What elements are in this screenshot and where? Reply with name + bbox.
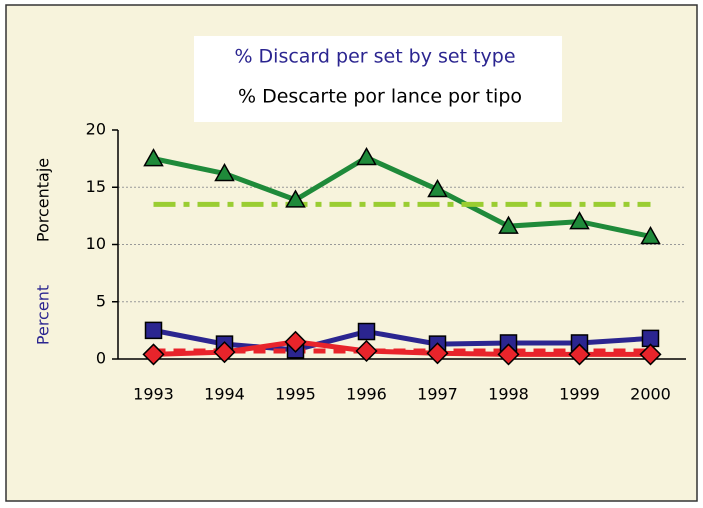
marker <box>569 211 590 230</box>
marker <box>357 322 376 341</box>
marker <box>497 343 520 366</box>
x-tick-label: 1994 <box>204 385 245 404</box>
marker <box>427 179 448 198</box>
y-tick-label: 15 <box>86 177 106 196</box>
marker <box>285 189 306 208</box>
marker <box>355 339 378 363</box>
marker <box>568 343 591 366</box>
marker <box>356 146 377 166</box>
y-axis-label: Percent <box>34 285 53 345</box>
marker <box>214 162 235 182</box>
x-tick-label: 1997 <box>417 385 458 404</box>
marker <box>639 343 662 366</box>
series-line <box>153 327 651 353</box>
y-tick-label: 20 <box>86 120 106 139</box>
chart-subtitle: % Descarte por lance por tipo <box>238 86 522 108</box>
marker <box>284 330 307 353</box>
series-line <box>152 154 652 239</box>
marker <box>213 341 236 364</box>
y-tick-label: 0 <box>96 349 106 368</box>
marker <box>426 342 449 365</box>
x-tick-label: 1993 <box>133 385 174 404</box>
y-tick-label: 10 <box>86 234 106 253</box>
marker <box>142 343 165 366</box>
x-tick-label: 1995 <box>275 385 316 404</box>
x-tick-label: 1996 <box>346 385 387 404</box>
x-tick-label: 1999 <box>559 385 600 404</box>
marker <box>498 215 519 234</box>
marker <box>144 321 163 340</box>
chart-title: % Discard per set by set type <box>234 46 515 68</box>
y-tick-label: 5 <box>96 291 106 310</box>
y-axis-label-2: Porcentaje <box>34 158 53 242</box>
marker <box>640 225 661 245</box>
x-tick-label: 1998 <box>488 385 529 404</box>
title-box <box>194 36 562 122</box>
marker <box>143 148 164 167</box>
x-tick-label: 2000 <box>630 385 671 404</box>
